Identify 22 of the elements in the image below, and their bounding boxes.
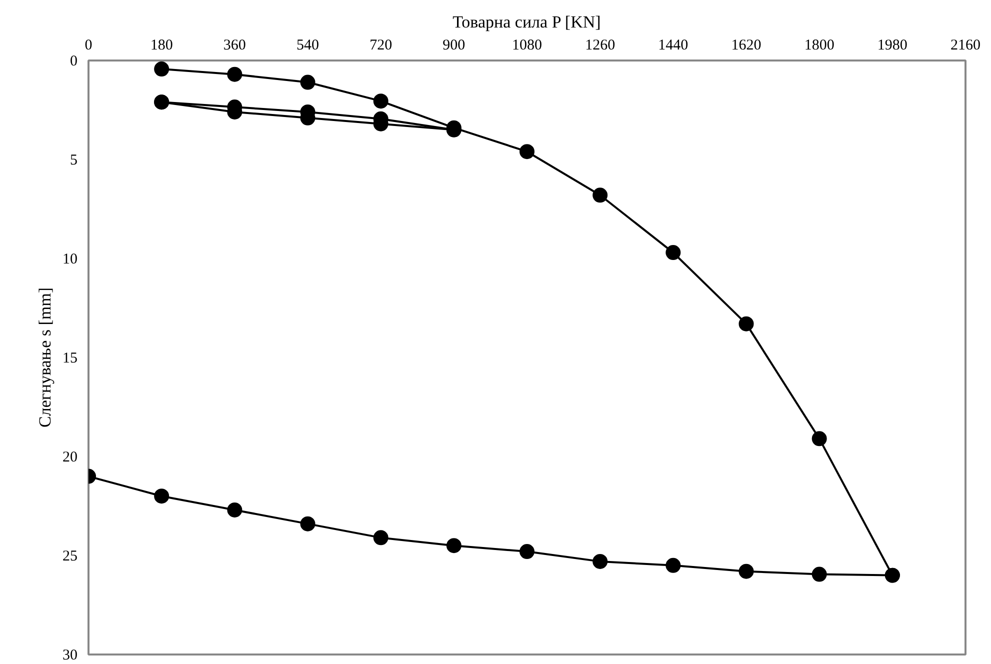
x-tick-label: 1260	[585, 38, 616, 54]
x-tick-label: 720	[370, 38, 392, 54]
x-tick-label: 360	[223, 38, 246, 54]
y-tick-label: 10	[62, 252, 78, 268]
x-axis-title: Товарна сила P [KN]	[452, 12, 601, 32]
x-tick-label: 1440	[658, 38, 688, 54]
y-tick-label: 5	[70, 152, 78, 168]
y-tick-label: 15	[62, 350, 78, 366]
y-tick-label: 0	[70, 54, 78, 70]
x-tick-label: 0	[84, 38, 92, 54]
x-tick-label: 540	[296, 38, 319, 54]
x-tick-label: 900	[442, 38, 466, 54]
x-tick-label: 180	[150, 38, 173, 54]
y-tick-label: 20	[62, 450, 78, 466]
y-tick-label: 25	[62, 548, 78, 564]
y-tick-label: 30	[62, 648, 78, 664]
x-tick-label: 2160	[950, 38, 980, 54]
x-tick-label: 1980	[877, 38, 908, 54]
x-tick-label: 1800	[804, 38, 834, 54]
x-tick-label: 1080	[512, 38, 542, 54]
y-axis-title: Слегнување s [mm]	[36, 287, 54, 428]
x-tick-label: 1620	[731, 38, 762, 54]
